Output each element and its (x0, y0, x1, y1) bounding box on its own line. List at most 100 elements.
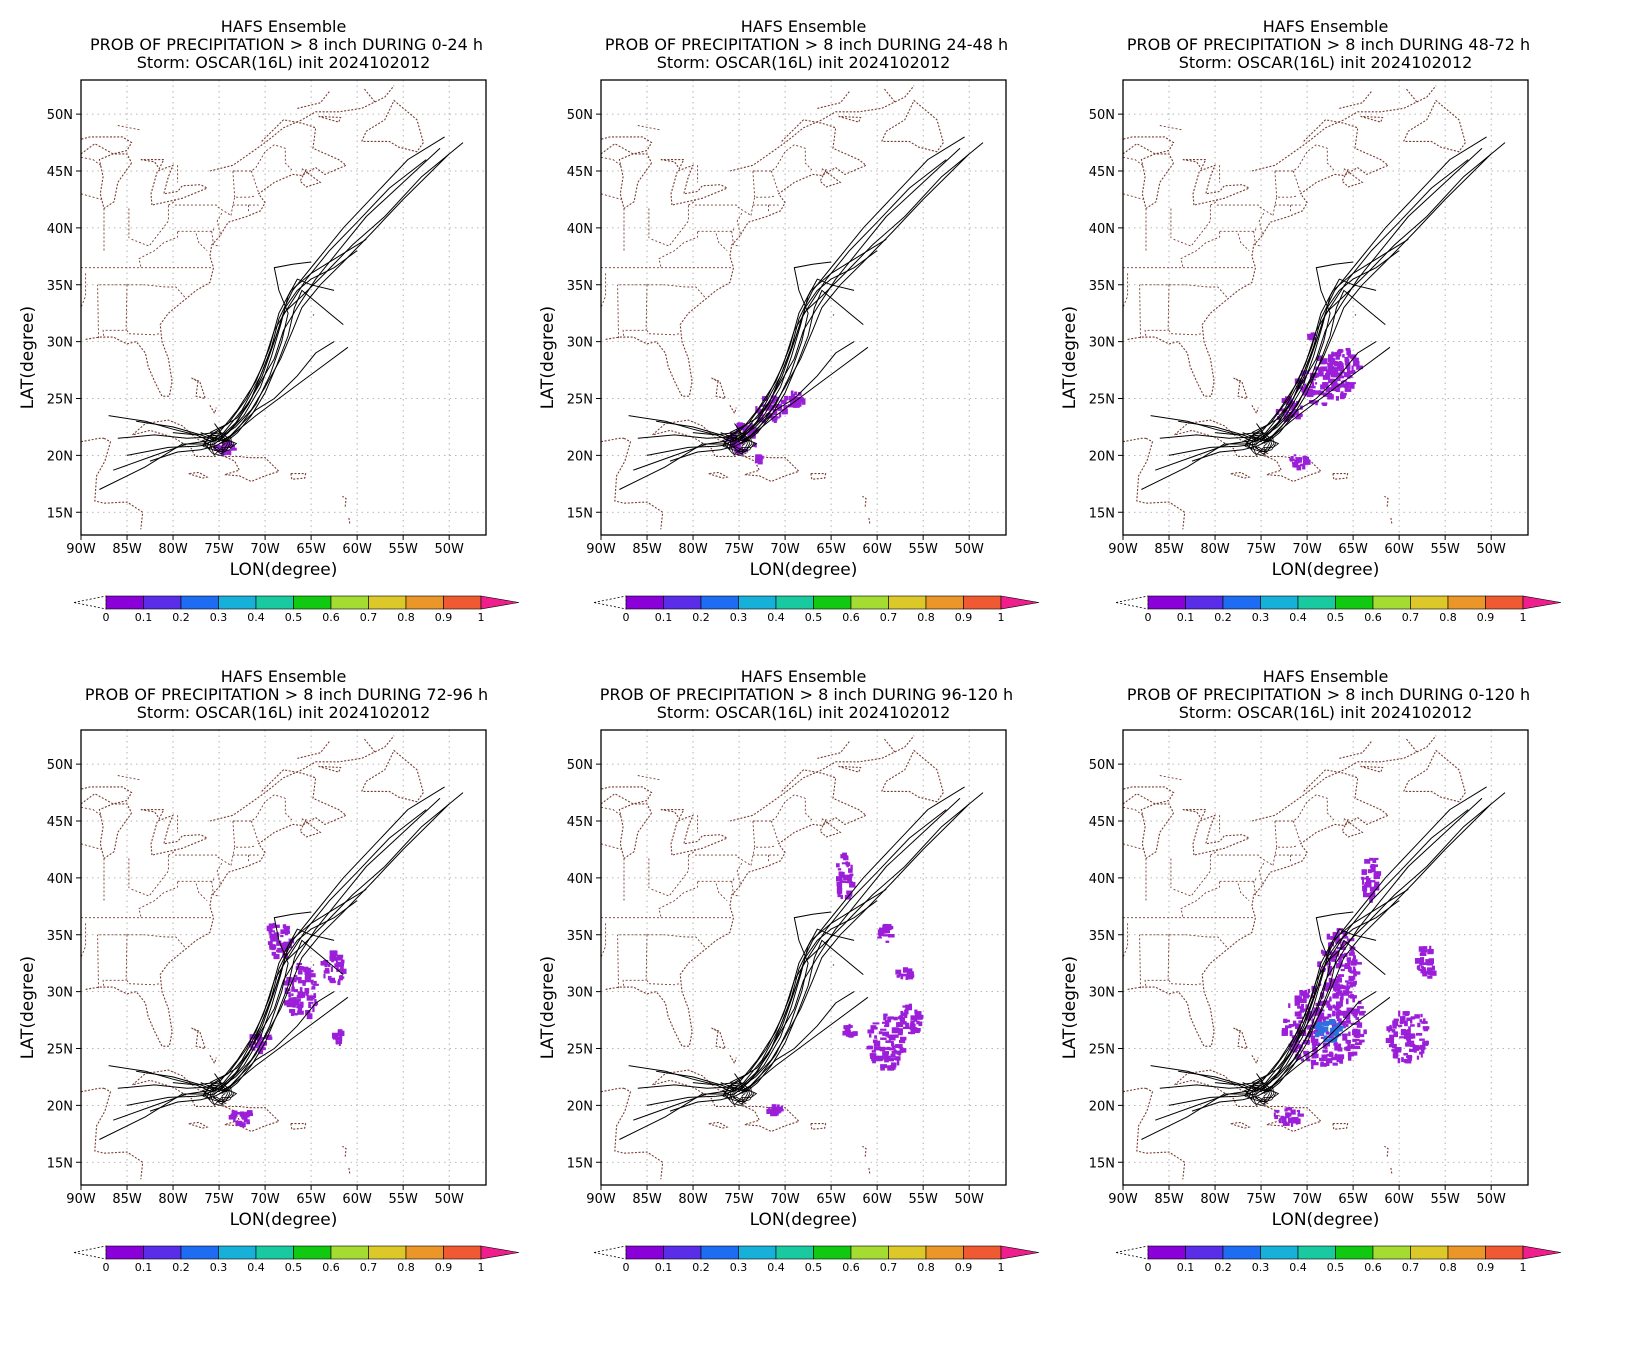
precip-cell (895, 1028, 900, 1031)
state-border (81, 156, 103, 167)
coastline (614, 437, 664, 530)
colorbar-swatch (293, 595, 332, 610)
coastline (94, 437, 144, 530)
precip-cell (297, 1010, 304, 1015)
precip-cell (902, 967, 908, 973)
precip-cell (1423, 1044, 1426, 1050)
precip-cell (886, 1055, 891, 1062)
precip-cell (1293, 462, 1299, 467)
precip-cell (1287, 1019, 1290, 1023)
colorbar-swatch (1447, 595, 1486, 610)
precip-cell (1402, 1015, 1406, 1019)
precip-cell (338, 956, 343, 961)
precip-cell (272, 933, 279, 938)
precip-cell (1420, 965, 1424, 969)
precip-cell (1333, 1042, 1338, 1046)
ensemble-track (117, 238, 367, 439)
precip-cell (835, 863, 840, 868)
precip-cell (839, 880, 843, 886)
precip-cell (747, 434, 750, 437)
colorbar-swatch (813, 1245, 852, 1260)
plot-frame (1122, 79, 1529, 536)
colorbar-swatch (1222, 1245, 1261, 1260)
coastline (810, 473, 827, 480)
precip-cell (1284, 1108, 1288, 1112)
precip-cell (836, 876, 841, 882)
state-border (601, 923, 607, 958)
precip-cell (276, 940, 282, 946)
colorbar-label: 0.9 (955, 611, 973, 624)
precip-cell (1294, 1011, 1302, 1017)
precip-cell (1356, 1006, 1364, 1009)
precip-cell (1352, 958, 1356, 963)
y-tick-label: 50N (47, 758, 73, 773)
precip-cell (899, 1047, 904, 1053)
precip-cell (910, 1028, 915, 1035)
precip-cell (1314, 390, 1321, 395)
colorbar-over-arrow (480, 1245, 520, 1260)
precip-cell (1327, 364, 1333, 371)
colorbar-swatch (405, 595, 444, 610)
coastline (1123, 136, 1175, 155)
state-border (1258, 212, 1265, 236)
state-border (195, 233, 208, 251)
precip-cell (880, 1037, 887, 1040)
precip-cell (1429, 945, 1432, 951)
precip-cell (1373, 857, 1379, 861)
precip-cell (1329, 1027, 1337, 1032)
colorbar: 0 0.1 0.2 0.3 0.4 0.5 0.6 0.7 0.8 0.9 1 (593, 1245, 1040, 1274)
colorbar-label: 0.6 (1364, 1261, 1382, 1274)
coastline (85, 119, 348, 397)
precip-cell (1335, 963, 1342, 969)
precip-cell (1342, 941, 1348, 944)
precip-cell (1326, 373, 1331, 378)
precip-cell (1296, 1045, 1303, 1049)
precip-cell (1330, 373, 1338, 378)
state-border (1139, 934, 1141, 989)
coastline (191, 377, 207, 400)
precip-cell (791, 399, 797, 403)
precip-cell (889, 1065, 895, 1070)
precip-cell (1402, 1011, 1405, 1015)
precip-cell (905, 976, 911, 980)
coastline (618, 153, 653, 210)
precip-cell (1322, 1026, 1329, 1032)
precip-cell (1345, 991, 1353, 994)
precip-cell (1348, 985, 1354, 988)
ensemble-track (628, 159, 947, 436)
colorbar-swatch (1410, 1245, 1449, 1260)
precip-cell (1327, 371, 1334, 375)
precip-cell (1391, 1029, 1396, 1033)
coastline (711, 1027, 727, 1050)
precip-cell (910, 1015, 916, 1021)
precip-cell (1300, 1003, 1305, 1008)
precip-cell (1340, 393, 1345, 400)
precip-region (877, 923, 895, 943)
precip-cell (736, 444, 741, 450)
precip-cell (1294, 1023, 1302, 1030)
x-tick-label: 75W (724, 1192, 754, 1207)
precip-cell (893, 1016, 898, 1021)
colorbar-label: 0.6 (1364, 611, 1382, 624)
precip-cell (1294, 1000, 1301, 1006)
precip-cell (1331, 1057, 1338, 1061)
precip-cell (896, 1022, 903, 1028)
coastline (361, 99, 425, 153)
precip-cell (910, 1020, 915, 1025)
colorbar-swatch (105, 595, 144, 610)
x-tick-label: 90W (586, 542, 616, 557)
colorbar-under-arrow (593, 1245, 627, 1260)
precip-cell (902, 1005, 909, 1008)
plot-frame (1122, 729, 1529, 1186)
precip-cell (308, 1001, 314, 1004)
x-tick-label: 55W (908, 1192, 938, 1207)
precip-cell (843, 856, 849, 861)
precip-cell (894, 1034, 899, 1038)
precip-cell (1353, 1028, 1358, 1032)
precip-cell (1335, 356, 1340, 360)
y-tick-label: 20N (1089, 1099, 1115, 1114)
precip-region (283, 962, 319, 1020)
colorbar-swatch (925, 595, 964, 610)
coastline (1390, 517, 1393, 524)
precip-cell (1297, 1044, 1303, 1047)
